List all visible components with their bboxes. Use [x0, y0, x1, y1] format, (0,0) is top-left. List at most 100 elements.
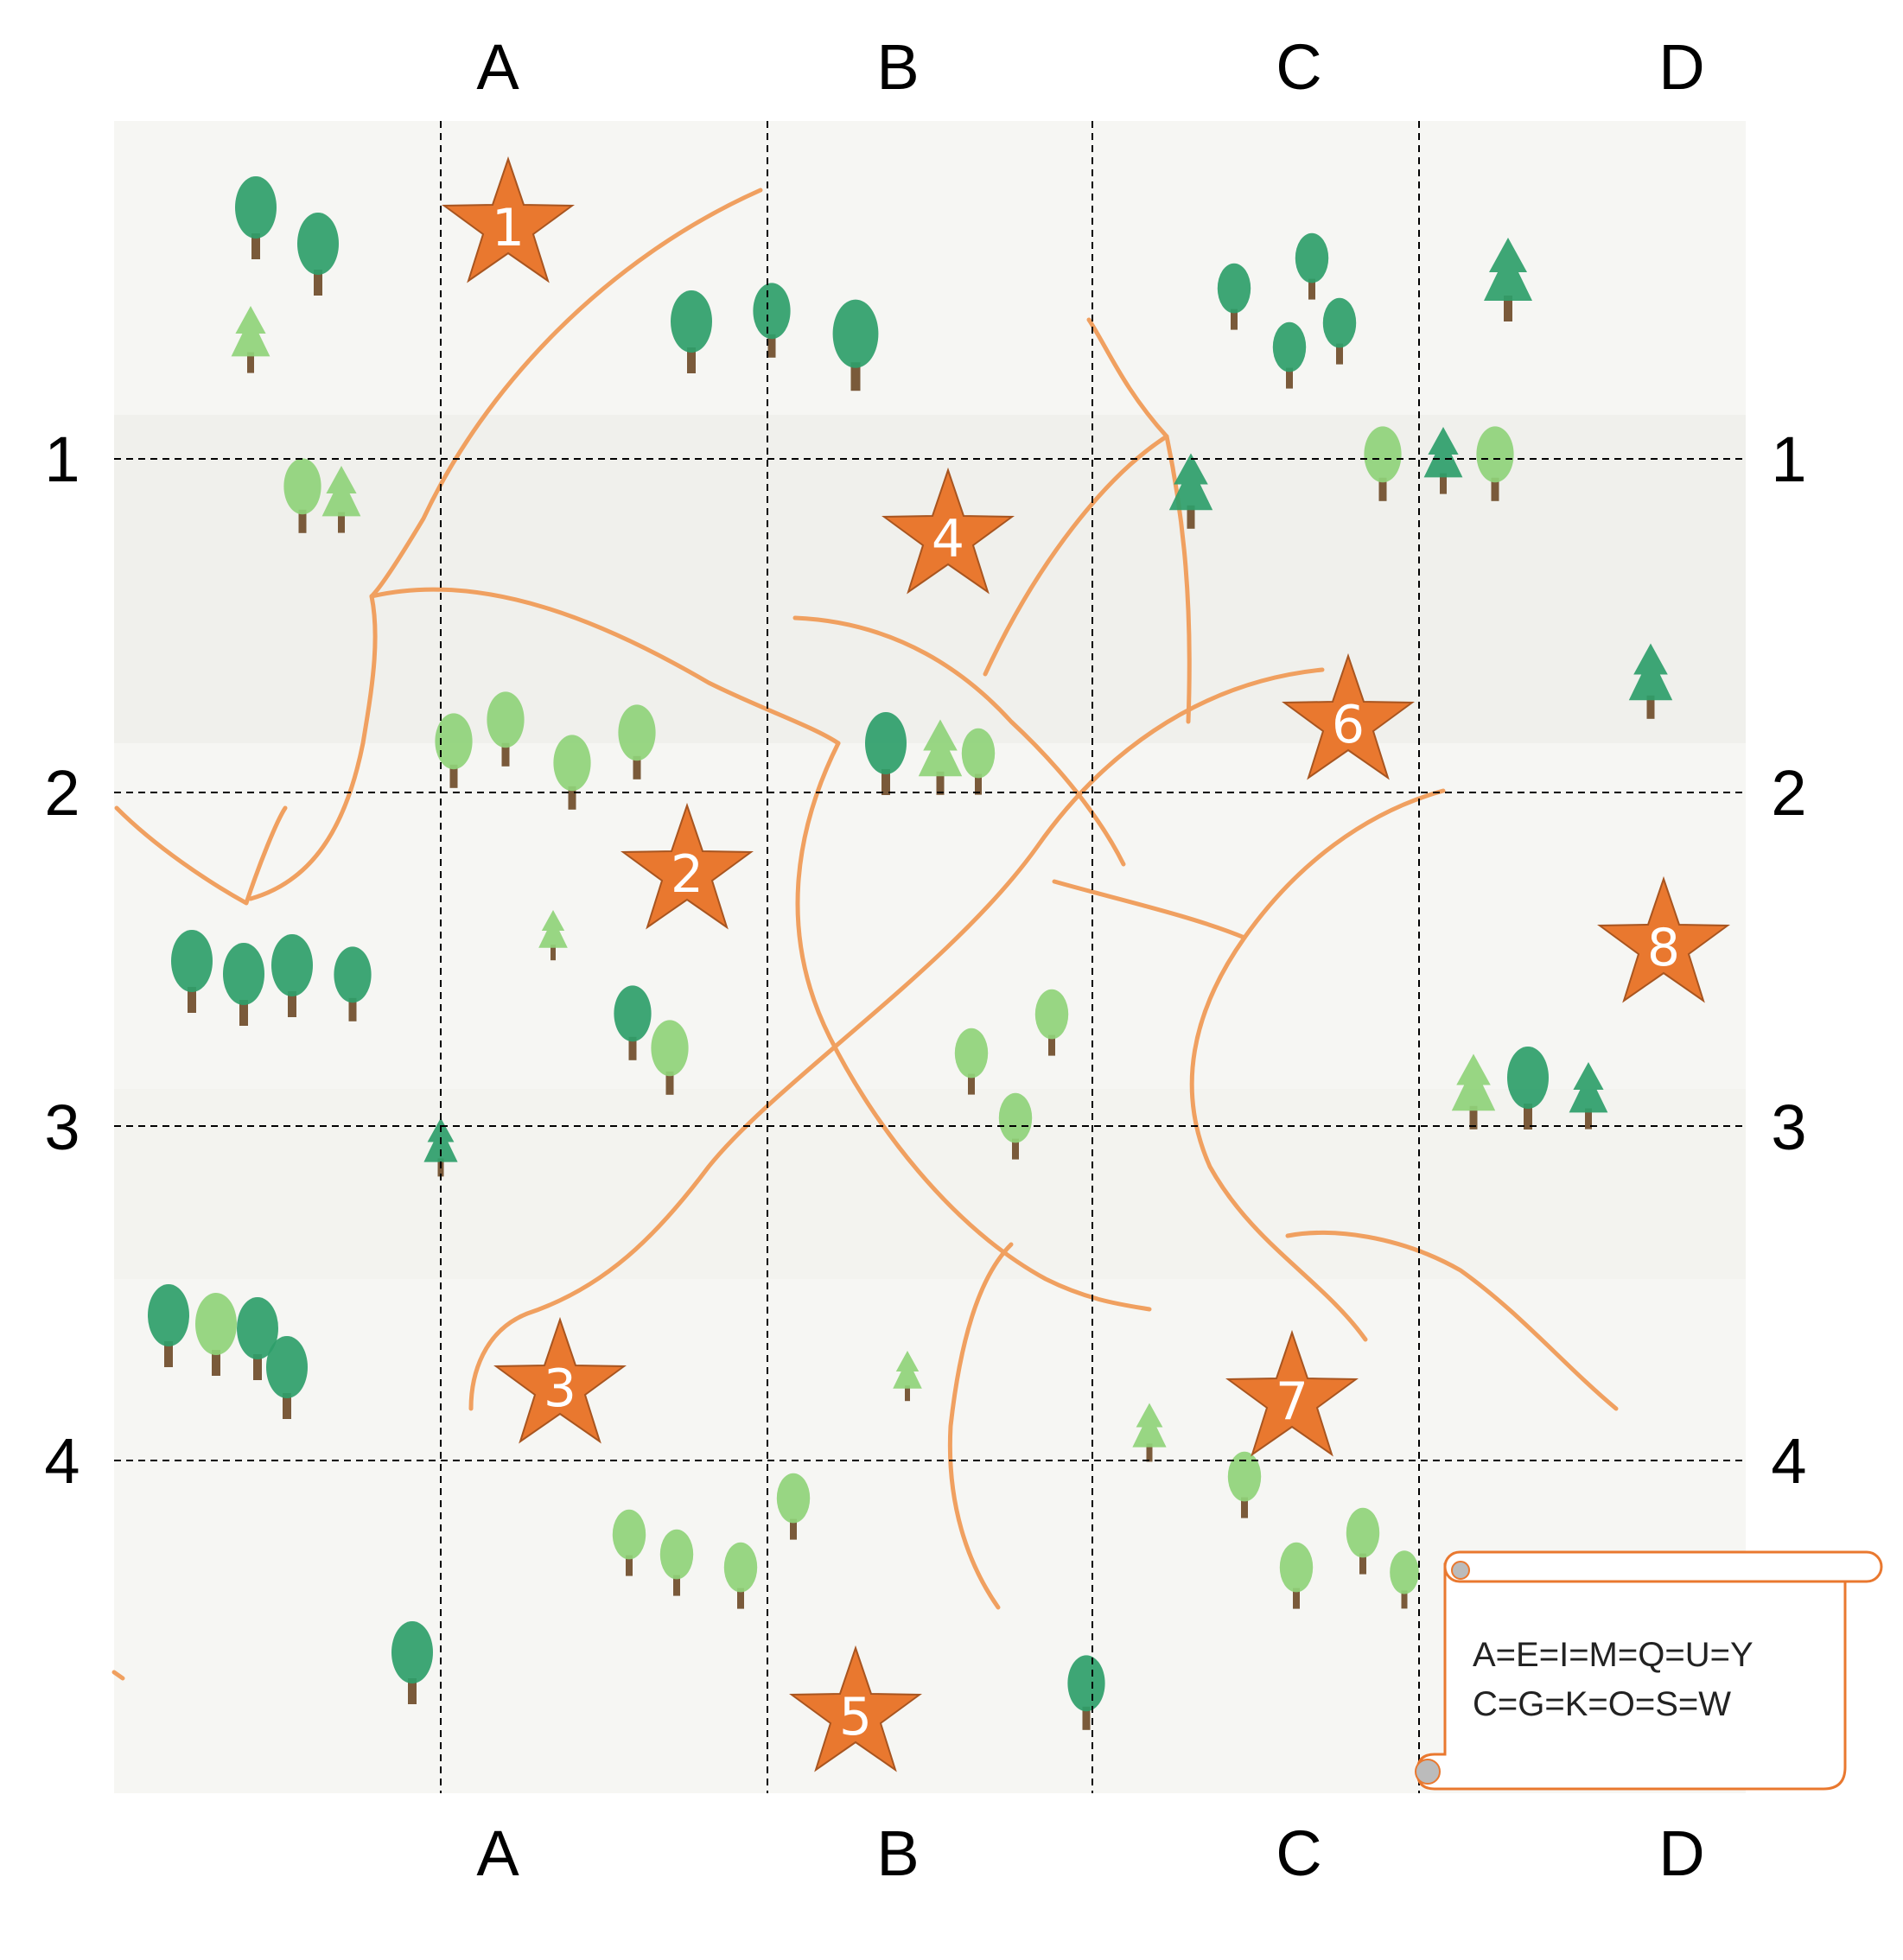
legend-line-1: A=E=I=M=Q=U=Y [1473, 1636, 1753, 1674]
tree-icon [1507, 1047, 1549, 1130]
tree-icon [283, 458, 321, 533]
tree-icon [297, 213, 339, 296]
star-number: 8 [1647, 918, 1680, 978]
column-label: B [876, 1817, 919, 1889]
column-label: A [476, 1817, 519, 1889]
star-marker-2[interactable]: 2 [621, 802, 754, 930]
tree-icon [1272, 321, 1307, 389]
scroll-paper [1416, 1562, 1847, 1791]
trail [1189, 788, 1446, 1342]
tree-icon [223, 943, 264, 1026]
star-marker-6[interactable]: 6 [1282, 652, 1415, 780]
tree-icon [612, 1509, 646, 1576]
star-number: 1 [492, 198, 525, 258]
tree-icon [171, 930, 213, 1013]
tree-icon [961, 728, 996, 795]
star-marker-8[interactable]: 8 [1597, 875, 1730, 1003]
column-label: A [476, 31, 519, 103]
tree-icon [618, 704, 656, 780]
tree-icon [1390, 1550, 1419, 1609]
star-number: 7 [1276, 1371, 1308, 1432]
row-label: 4 [44, 1425, 80, 1497]
tree-icon [1569, 1062, 1608, 1130]
tree-icon [832, 299, 879, 391]
row-label: 1 [44, 423, 80, 495]
column-label: C [1276, 1817, 1321, 1889]
trail [111, 1670, 125, 1681]
tree-icon [271, 934, 313, 1017]
tree-icon [435, 713, 473, 788]
tree-icon [148, 1284, 189, 1367]
tree-icon [659, 1529, 694, 1596]
trail [1164, 434, 1192, 724]
tree-icon [235, 176, 277, 259]
trail [248, 594, 378, 901]
legend-line-2: C=G=K=O=S=W [1473, 1685, 1731, 1723]
column-label: D [1658, 31, 1704, 103]
legend-scroll: A=E=I=M=Q=U=Y C=G=K=O=S=W [1415, 1550, 1883, 1791]
tree-icon [1279, 1542, 1314, 1609]
trail [1052, 879, 1247, 940]
tree-icon [1484, 238, 1532, 321]
star-number: 4 [932, 509, 964, 570]
tree-icon [538, 910, 568, 961]
tree-icon [1628, 643, 1673, 719]
column-labels-top: A B C D [476, 31, 1704, 103]
row-label: 4 [1771, 1425, 1806, 1497]
tree-icon [195, 1293, 237, 1376]
trail [369, 587, 841, 746]
star-number: 3 [544, 1359, 576, 1419]
tree-icon [553, 735, 591, 810]
trail [795, 741, 1152, 1312]
column-label: B [876, 31, 919, 103]
row-label: 2 [44, 757, 80, 829]
scroll-curl-icon [1451, 1561, 1470, 1580]
map-paper [114, 121, 1746, 1793]
star-icon [789, 1645, 922, 1772]
star-marker-1[interactable]: 1 [442, 156, 575, 283]
trees [148, 176, 1673, 1730]
tree-icon [237, 1297, 278, 1380]
row-label: 3 [44, 1091, 80, 1163]
tree-icon [1423, 427, 1463, 494]
tree-icon [893, 1351, 922, 1402]
tree-icon [1067, 1655, 1105, 1730]
star-icon [442, 156, 575, 283]
star-marker-3[interactable]: 3 [493, 1316, 627, 1444]
row-labels-left: 1 2 3 4 [44, 423, 80, 1497]
tree-icon [614, 985, 652, 1060]
row-label: 1 [1771, 423, 1806, 495]
tree-icon [1451, 1053, 1496, 1130]
tree-icon [865, 712, 907, 795]
trail [1285, 1230, 1619, 1411]
tree-icon [671, 290, 712, 373]
tree-icon [391, 1621, 433, 1704]
row-label: 3 [1771, 1091, 1806, 1163]
column-label: C [1276, 31, 1321, 103]
star-icon [881, 467, 1015, 595]
trail [947, 1242, 1014, 1610]
tree-icon [487, 691, 525, 767]
tree-icon [1295, 232, 1329, 300]
tree-icon [1034, 989, 1069, 1056]
star-marker-7[interactable]: 7 [1225, 1329, 1359, 1457]
tree-icon [651, 1020, 689, 1095]
tree-icon [1476, 426, 1514, 501]
tree-icon [723, 1542, 758, 1609]
stars: 1 4 6 2 8 3 7 5 [442, 156, 1730, 1772]
tree-icon [1132, 1403, 1167, 1462]
star-number: 5 [839, 1687, 872, 1747]
star-marker-5[interactable]: 5 [789, 1645, 922, 1772]
star-icon [493, 1316, 627, 1444]
star-icon [1225, 1329, 1359, 1457]
trail [468, 667, 1325, 1411]
tree-icon [1217, 263, 1251, 330]
trail [983, 317, 1169, 677]
star-marker-4[interactable]: 4 [881, 467, 1015, 595]
scroll-curl-icon [1415, 1759, 1441, 1785]
tree-icon [334, 946, 372, 1021]
tree-icon [1227, 1451, 1262, 1518]
row-labels-right: 1 2 3 4 [1771, 423, 1806, 1497]
tree-icon [1168, 453, 1213, 529]
